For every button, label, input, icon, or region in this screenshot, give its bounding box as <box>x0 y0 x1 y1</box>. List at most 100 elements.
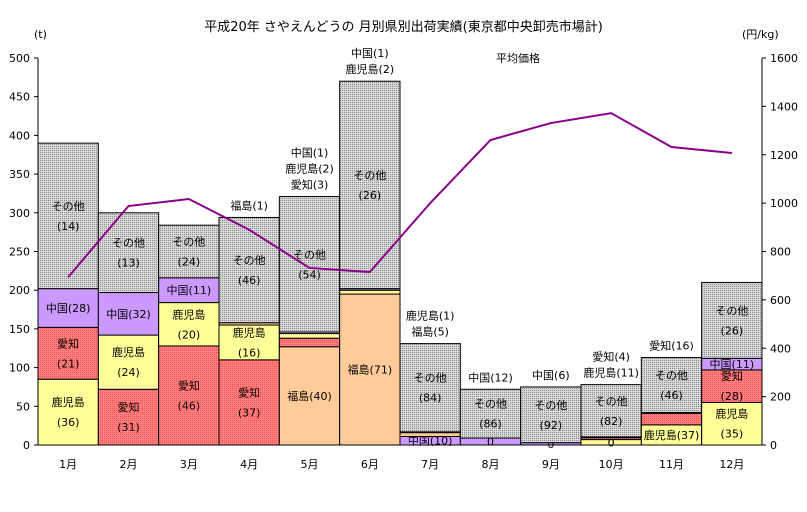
segment-label: (13) <box>117 257 140 270</box>
segment-label: その他 <box>353 169 386 182</box>
y2-tick-label: 1000 <box>770 197 798 210</box>
x-tick-label: 1月 <box>59 458 77 471</box>
annotation-label: 鹿児島(1) <box>406 309 455 323</box>
bar-segment <box>399 432 461 437</box>
segment-label: 中国(11) <box>167 284 212 297</box>
y-tick-label: 300 <box>9 207 30 220</box>
bar-segment <box>97 388 160 446</box>
segment-label: その他 <box>655 369 688 382</box>
x-tick-label: 9月 <box>542 458 560 471</box>
y2-tick-label: 1600 <box>770 52 798 65</box>
y2-tick-label: 1400 <box>770 100 798 113</box>
price-point <box>731 152 733 154</box>
segment-label: (54) <box>298 268 321 281</box>
segment-label: (24) <box>117 366 140 379</box>
y-tick-label: 350 <box>9 168 30 181</box>
bar-segment <box>278 333 341 339</box>
segment-label: (35) <box>721 428 744 441</box>
y-axis-label: (t) <box>34 28 47 41</box>
y2-tick-label: 0 <box>770 439 777 452</box>
price-point <box>610 112 612 114</box>
y2-tick-label: 800 <box>770 246 791 259</box>
price-point <box>128 205 129 207</box>
bar-segment <box>97 292 160 336</box>
segment-label: (28) <box>721 390 744 403</box>
segment-label: (21) <box>57 357 80 370</box>
annotation-label: 福島(1) <box>230 198 268 212</box>
segment-label: その他 <box>112 237 145 250</box>
annotation-label: 福島(5) <box>411 325 449 339</box>
price-point <box>490 139 491 141</box>
y2-tick-label: 400 <box>770 342 791 355</box>
bar-segment <box>640 412 703 426</box>
segment-label: その他 <box>474 398 507 411</box>
segment-label: (46) <box>238 274 261 287</box>
bar-segment <box>459 388 522 439</box>
segment-label: (82) <box>600 415 623 428</box>
y2-tick-label: 600 <box>770 294 791 307</box>
price-point <box>309 267 310 269</box>
bar-segment <box>278 337 341 348</box>
bar-segment <box>640 357 703 413</box>
segment-label: (26) <box>359 189 382 202</box>
x-tick-label: 11月 <box>659 458 684 471</box>
y-tick-label: 0 <box>23 439 30 452</box>
price-point <box>188 198 190 200</box>
segment-label: 中国(10) <box>408 435 453 448</box>
segment-label: その他 <box>534 399 567 412</box>
segment-label: 中国(32) <box>106 308 151 321</box>
x-tick-label: 4月 <box>240 458 258 471</box>
bar-segment <box>37 142 99 290</box>
segment-label: その他 <box>715 304 748 317</box>
segment-label: その他 <box>172 236 205 249</box>
bar-segment <box>339 289 401 295</box>
annotation-label: 中国(1) <box>291 147 329 160</box>
y-tick-label: 500 <box>9 52 30 65</box>
segment-label: (31) <box>117 421 140 434</box>
segment-label: 中国(28) <box>46 302 91 315</box>
x-tick-label: 8月 <box>482 458 500 471</box>
annotation-label: 鹿児島(11) <box>583 366 639 380</box>
segment-label: (84) <box>419 392 442 405</box>
segment-label: (20) <box>178 328 201 341</box>
annotation-label: 愛知(4) <box>592 350 630 364</box>
bar-segment <box>580 384 642 438</box>
bar-segment <box>218 216 280 324</box>
segment-label: 0 <box>487 436 494 449</box>
segment-label: 中国(11) <box>710 358 755 371</box>
segment-label: 0 <box>608 436 615 449</box>
bar-segment <box>218 359 280 446</box>
y-tick-label: 200 <box>9 284 30 297</box>
annotation-label: 鹿児島(2) <box>285 162 334 176</box>
price-point <box>369 271 371 273</box>
segment-label: 0 <box>547 438 554 451</box>
segment-label: 鹿児島 <box>233 325 266 339</box>
segment-label: (46) <box>660 389 683 402</box>
x-tick-label: 2月 <box>120 458 138 471</box>
segment-label: 愛知 <box>178 378 200 392</box>
bar-segment <box>339 80 401 290</box>
annotation-label: 中国(6) <box>532 369 570 382</box>
annotation-label: 中国(1) <box>351 47 389 60</box>
price-point <box>671 146 672 148</box>
bar-segment <box>37 326 99 380</box>
price-point <box>248 229 250 231</box>
bar-segment <box>97 212 160 294</box>
bar-segment <box>37 378 99 446</box>
x-tick-label: 5月 <box>301 458 319 471</box>
segment-label: 福島(40) <box>287 389 332 403</box>
segment-label: その他 <box>52 200 85 213</box>
segment-label: (86) <box>479 418 502 431</box>
annotation-label: 愛知(3) <box>291 178 329 192</box>
y-tick-label: 100 <box>9 362 30 375</box>
segment-label: 鹿児島(37) <box>644 428 700 442</box>
segment-label: 鹿児島 <box>112 345 145 359</box>
bar-segment <box>158 224 220 279</box>
segment-label: その他 <box>595 395 628 408</box>
segment-label: (36) <box>57 416 80 429</box>
bar-segment <box>339 293 401 446</box>
x-tick-label: 10月 <box>599 458 624 471</box>
y-tick-label: 400 <box>9 129 30 142</box>
